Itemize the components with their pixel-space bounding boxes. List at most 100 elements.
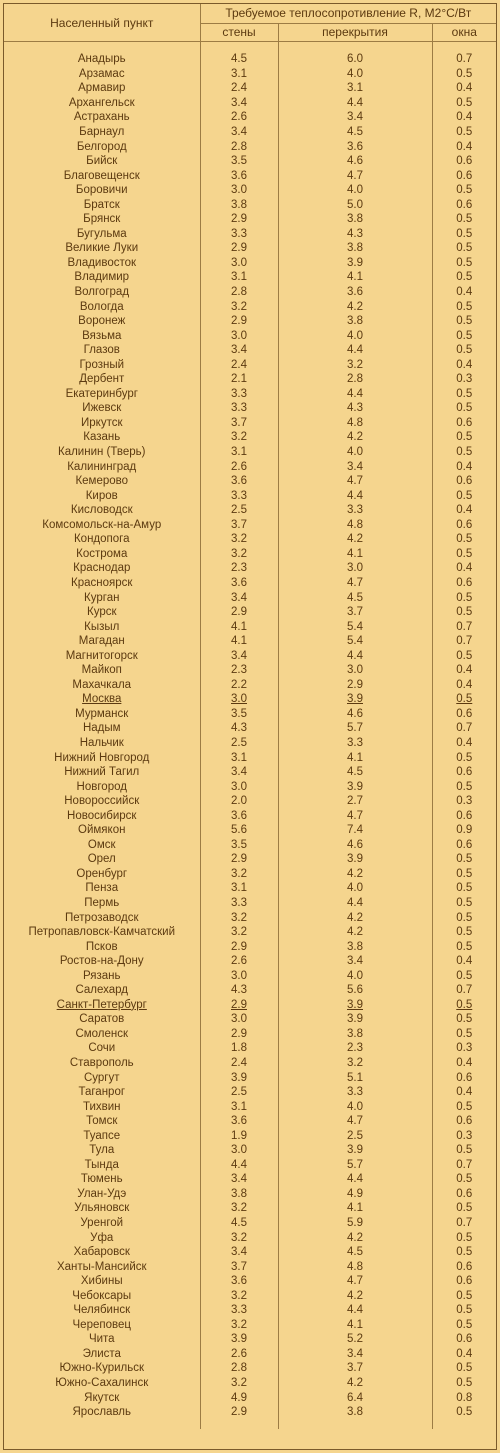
- city-cell: Туапсе: [83, 1129, 121, 1142]
- ceilings-cell: 4.4: [277, 1303, 432, 1318]
- walls-cell: 2.6: [199, 459, 278, 474]
- windows-cell: 0.5: [431, 1230, 497, 1245]
- table-row: Хибины 3.6 4.7 0.6: [4, 1273, 497, 1289]
- table-row: Майкоп 2.3 3.0 0.4: [4, 662, 497, 678]
- city-cell: Петрозаводск: [65, 911, 139, 924]
- walls-cell: 3.8: [199, 1186, 278, 1202]
- windows-cell: 0.4: [431, 1346, 497, 1362]
- walls-cell: 2.8: [199, 284, 278, 300]
- table-row: Саратов 3.0 3.9 0.5: [4, 1012, 497, 1027]
- windows-cell: 0.4: [431, 110, 497, 125]
- walls-cell: 2.9: [199, 939, 278, 954]
- ceilings-cell: 4.4: [277, 895, 432, 911]
- walls-cell: 2.9: [199, 852, 278, 867]
- ceilings-cell: 3.9: [277, 255, 432, 271]
- ceilings-cell: 5.1: [277, 1070, 432, 1085]
- table-row: Надым 4.3 5.7 0.7: [4, 721, 497, 736]
- walls-cell: 3.8: [199, 197, 278, 213]
- table-row: Грозный 2.4 3.2 0.4: [4, 357, 497, 373]
- table-row: Вологда 3.2 4.2 0.5: [4, 299, 497, 314]
- ceilings-cell: 4.2: [277, 299, 432, 314]
- windows-cell: 0.6: [431, 1273, 497, 1289]
- windows-cell: 0.5: [431, 124, 497, 140]
- windows-cell: 0.4: [431, 459, 497, 474]
- city-cell: Хибины: [80, 1275, 123, 1288]
- table-row: Тихвин 3.1 4.0 0.5: [4, 1099, 497, 1114]
- walls-cell: 3.5: [199, 837, 278, 853]
- ceilings-cell: 3.9: [277, 779, 432, 794]
- ceilings-cell: 2.3: [277, 1041, 432, 1056]
- walls-cell: 3.2: [199, 866, 278, 882]
- windows-cell: 0.5: [431, 1201, 497, 1216]
- windows-cell: 0.5: [431, 1026, 497, 1042]
- table-row: Благовещенск 3.6 4.7 0.6: [4, 168, 497, 183]
- table-row: Рязань 3.0 4.0 0.5: [4, 968, 497, 983]
- windows-cell: 0.4: [431, 735, 497, 751]
- city-cell: Чебоксары: [72, 1289, 132, 1302]
- windows-cell: 0.6: [431, 808, 497, 823]
- windows-cell: 0.5: [431, 1012, 497, 1027]
- ceilings-cell: 7.4: [277, 822, 432, 838]
- walls-cell: 3.1: [199, 444, 278, 460]
- windows-cell: 0.6: [431, 1332, 497, 1347]
- header-windows: окна: [431, 22, 497, 42]
- city-cell: Владивосток: [67, 256, 137, 269]
- windows-cell: 0.5: [431, 401, 497, 416]
- walls-cell: 3.2: [199, 1288, 278, 1304]
- walls-cell: 2.5: [199, 502, 278, 518]
- walls-cell: 2.1: [199, 372, 278, 387]
- ceilings-cell: 6.4: [277, 1390, 432, 1405]
- ceilings-cell: 4.0: [277, 1099, 432, 1114]
- ceilings-cell: 3.3: [277, 1084, 432, 1100]
- table-row: Чебоксары 3.2 4.2 0.5: [4, 1288, 497, 1304]
- walls-cell: 3.1: [199, 1099, 278, 1114]
- ceilings-cell: 4.0: [277, 182, 432, 198]
- windows-cell: 0.5: [431, 750, 497, 765]
- table-row: Оймякон 5.6 7.4 0.9: [4, 822, 497, 838]
- table-row: Сочи 1.8 2.3 0.3: [4, 1041, 497, 1056]
- city-cell: Волгоград: [74, 286, 130, 299]
- ceilings-cell: 4.2: [277, 1375, 432, 1391]
- city-cell: Кострома: [76, 547, 128, 560]
- ceilings-cell: 3.7: [277, 604, 432, 620]
- walls-cell: 3.3: [199, 401, 278, 416]
- walls-cell: 3.1: [199, 881, 278, 896]
- ceilings-cell: 4.2: [277, 1288, 432, 1304]
- ceilings-cell: 3.4: [277, 110, 432, 125]
- walls-cell: 3.4: [199, 1172, 278, 1187]
- ceilings-cell: 3.9: [277, 1143, 432, 1158]
- walls-cell: 3.0: [199, 328, 278, 343]
- ceilings-cell: 3.4: [277, 1346, 432, 1362]
- city-cell: Оймякон: [78, 824, 126, 837]
- spacer-row: [4, 41, 497, 52]
- ceilings-cell: 5.4: [277, 619, 432, 634]
- windows-cell: 0.4: [431, 284, 497, 300]
- city-cell[interactable]: Санкт-Петербург: [56, 998, 147, 1011]
- ceilings-cell: 4.1: [277, 546, 432, 562]
- ceilings-cell: 3.8: [277, 1404, 432, 1429]
- city-cell[interactable]: Москва: [82, 693, 122, 706]
- city-cell: Калининград: [67, 460, 137, 473]
- walls-cell: 3.6: [199, 808, 278, 823]
- walls-cell: 3.3: [199, 386, 278, 402]
- city-cell: Улан-Удэ: [77, 1187, 127, 1200]
- walls-cell: 3.0: [199, 182, 278, 198]
- windows-cell: 0.5: [431, 881, 497, 896]
- table-row: Томск 3.6 4.7 0.6: [4, 1113, 497, 1129]
- ceilings-cell: 4.7: [277, 1113, 432, 1129]
- ceilings-cell: 5.2: [277, 1332, 432, 1347]
- walls-cell: 3.4: [199, 124, 278, 140]
- walls-cell: 3.1: [199, 750, 278, 765]
- windows-cell: 0.4: [431, 662, 497, 678]
- table-row: Екатеринбург 3.3 4.4 0.5: [4, 386, 497, 402]
- ceilings-cell: 4.9: [277, 1186, 432, 1202]
- city-cell: Вязьма: [82, 329, 122, 342]
- table-row: Махачкала 2.2 2.9 0.4: [4, 677, 497, 693]
- city-cell: Белгород: [76, 140, 127, 153]
- windows-cell: 0.5: [431, 648, 497, 663]
- table-row: Великие Луки 2.9 3.8 0.5: [4, 241, 497, 256]
- ceilings-cell: 3.1: [277, 81, 432, 96]
- windows-cell: 0.6: [431, 415, 497, 431]
- table-frame: Населенный пункт Требуемое теплосопротив…: [3, 3, 497, 1450]
- table-row: Петрозаводск 3.2 4.2 0.5: [4, 910, 497, 925]
